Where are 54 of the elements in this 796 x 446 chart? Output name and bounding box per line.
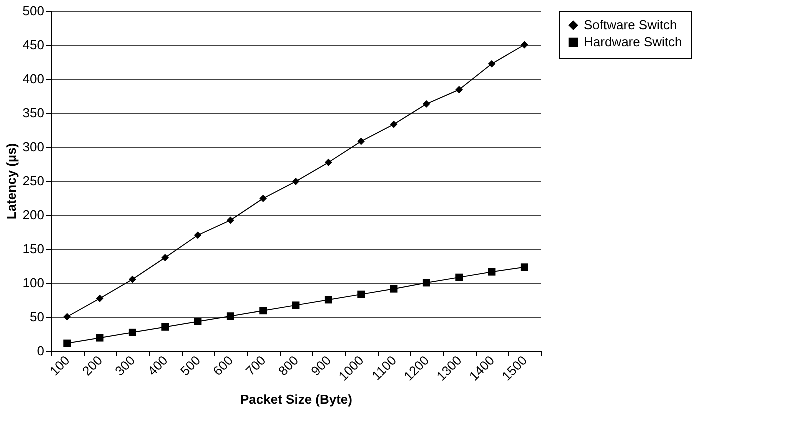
y-tick-label: 250 [22, 174, 44, 188]
point [226, 312, 234, 320]
x-tick-label: 600 [210, 352, 236, 379]
point [422, 100, 430, 108]
point [128, 328, 136, 336]
x-tick-label: 100 [46, 352, 73, 379]
point [456, 86, 464, 94]
point [520, 41, 528, 49]
point [64, 340, 72, 348]
x-tick-label: 400 [144, 352, 171, 379]
point [128, 276, 136, 284]
y-tick-label: 200 [22, 208, 44, 222]
y-tick-label: 150 [22, 242, 44, 256]
point [194, 232, 202, 240]
x-tick-label: 200 [79, 352, 106, 379]
y-tick-label: 350 [22, 106, 44, 120]
point [488, 60, 496, 68]
x-tick-label: 900 [308, 352, 334, 379]
point [292, 302, 300, 310]
y-tick-label: 300 [22, 140, 44, 154]
y-tick-label: 450 [22, 38, 44, 52]
point [456, 274, 464, 282]
point [96, 294, 104, 302]
point [260, 194, 268, 202]
y-tick-label: 100 [22, 276, 44, 290]
x-axis-title: Packet Size (Byte) [240, 392, 352, 407]
point [358, 138, 366, 146]
point [292, 178, 300, 186]
point [422, 279, 430, 287]
point [226, 216, 234, 224]
y-tick-label: 400 [22, 72, 44, 86]
point [162, 254, 170, 262]
point [324, 296, 332, 304]
point [390, 285, 398, 293]
point [96, 334, 104, 342]
point [64, 313, 72, 321]
point [194, 318, 202, 326]
point [324, 158, 332, 166]
x-tick-label: 300 [112, 352, 138, 379]
legend-label: Software Switch [584, 18, 678, 32]
x-tick-label: 700 [242, 352, 269, 379]
point [488, 268, 496, 276]
point [520, 264, 528, 272]
x-tick-label: 500 [177, 352, 204, 379]
y-tick-label: 500 [22, 4, 44, 18]
point [390, 120, 398, 128]
legend-label: Hardware Switch [584, 34, 682, 50]
point [260, 307, 268, 315]
y-axis-title: Latency (µs) [4, 143, 19, 220]
point [162, 323, 170, 331]
y-tick-label: 0 [37, 344, 44, 358]
x-tick-label: 800 [275, 352, 302, 379]
y-tick-label: 50 [30, 310, 44, 324]
point [358, 290, 366, 298]
